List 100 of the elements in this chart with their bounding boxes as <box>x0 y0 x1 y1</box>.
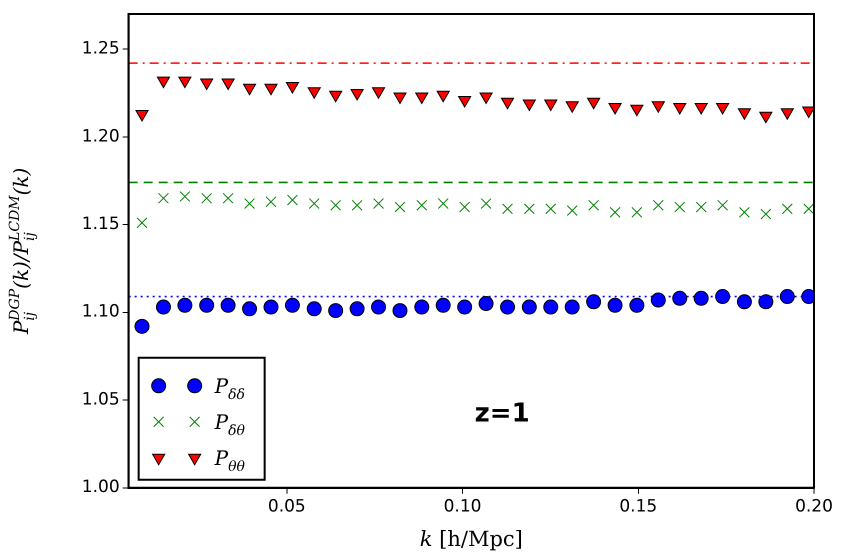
point <box>457 300 472 315</box>
point <box>674 202 686 212</box>
point <box>480 198 492 209</box>
y-tick-label: 1.10 <box>82 302 120 322</box>
y-tick-label: 1.20 <box>82 126 120 146</box>
y-tick-label: 1.05 <box>82 389 120 410</box>
point <box>610 206 621 218</box>
point <box>220 298 236 313</box>
point <box>543 300 558 315</box>
point <box>480 92 493 104</box>
point <box>179 191 190 202</box>
y-tick-label: 1.15 <box>82 214 120 234</box>
point <box>500 300 516 315</box>
point <box>630 104 644 116</box>
point <box>308 87 321 99</box>
point <box>222 78 235 90</box>
point <box>478 296 494 312</box>
point <box>522 300 537 315</box>
point <box>545 203 556 214</box>
point <box>694 103 708 115</box>
point <box>416 200 428 211</box>
point <box>329 90 342 102</box>
point <box>500 98 514 110</box>
point <box>306 301 322 316</box>
point <box>650 292 666 308</box>
point <box>308 198 320 209</box>
point <box>222 192 234 204</box>
point <box>738 206 750 218</box>
x-tick-label: 0.10 <box>444 496 482 516</box>
point <box>608 298 623 313</box>
point <box>264 84 278 96</box>
point <box>372 87 386 99</box>
point <box>694 290 709 306</box>
point <box>414 300 430 315</box>
point <box>134 318 150 334</box>
x-tick-label: 0.20 <box>795 496 833 516</box>
point <box>177 298 192 313</box>
x-axis-title: k [h/Mpc] <box>420 527 523 551</box>
point <box>199 298 214 313</box>
point <box>738 108 751 120</box>
point <box>758 294 774 310</box>
point <box>715 289 730 304</box>
point <box>263 300 278 315</box>
point <box>802 106 814 118</box>
point <box>136 217 148 228</box>
point <box>371 300 386 315</box>
point <box>780 289 795 304</box>
point <box>201 192 212 204</box>
point <box>415 92 428 104</box>
y-tick-label: 1.25 <box>82 38 120 59</box>
point <box>608 103 622 115</box>
point <box>629 298 644 313</box>
point <box>392 303 408 318</box>
point <box>717 200 728 211</box>
point <box>696 202 707 212</box>
point <box>438 198 449 209</box>
point <box>350 301 365 316</box>
point <box>524 203 535 214</box>
point <box>564 300 580 315</box>
point <box>760 208 772 220</box>
point <box>566 101 579 113</box>
point <box>502 203 513 214</box>
point <box>759 112 772 124</box>
point <box>736 294 752 310</box>
annotation: z=1 <box>474 398 530 428</box>
point <box>135 110 149 122</box>
point <box>631 206 642 218</box>
point <box>586 294 602 310</box>
point <box>780 108 794 120</box>
point <box>286 82 299 94</box>
point <box>673 103 686 115</box>
y-tick-label: 1.00 <box>82 477 120 498</box>
point <box>352 200 363 211</box>
point <box>373 198 384 209</box>
point <box>200 78 214 90</box>
point <box>436 90 450 102</box>
point <box>459 202 470 212</box>
point <box>803 203 814 214</box>
point <box>458 96 472 108</box>
point <box>328 303 344 318</box>
point <box>652 200 664 211</box>
point <box>716 103 730 115</box>
point <box>284 298 300 313</box>
point <box>782 203 793 214</box>
point <box>544 99 558 111</box>
point <box>672 290 688 306</box>
point <box>436 298 451 313</box>
point <box>242 301 258 316</box>
x-tick-label: 0.15 <box>619 496 658 516</box>
point <box>158 192 169 204</box>
point <box>156 76 170 88</box>
point <box>652 101 665 113</box>
point <box>242 84 256 96</box>
point <box>393 92 407 104</box>
point <box>350 88 364 100</box>
point <box>522 99 536 111</box>
point <box>394 202 406 212</box>
point <box>330 200 342 211</box>
point <box>566 205 578 216</box>
point <box>588 200 600 211</box>
